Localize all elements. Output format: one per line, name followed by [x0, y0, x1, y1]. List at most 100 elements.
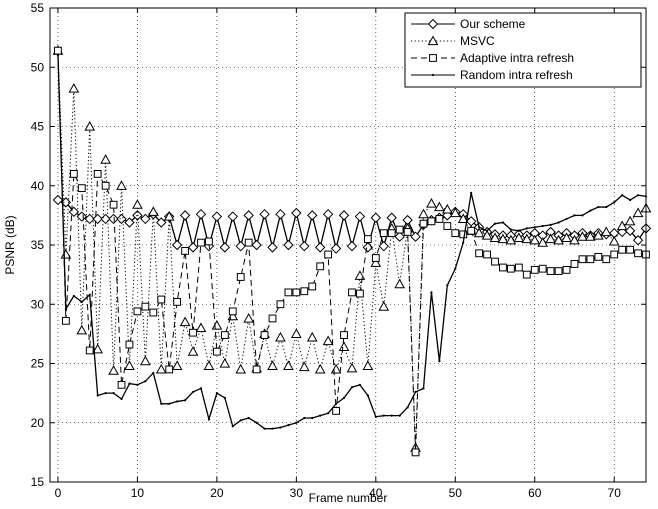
data-point [263, 427, 266, 430]
data-point [616, 220, 628, 231]
data-point [271, 427, 274, 430]
data-point [449, 207, 461, 218]
data-point [366, 394, 369, 397]
data-point [117, 380, 126, 389]
data-point [141, 302, 150, 311]
data-point [602, 255, 611, 264]
data-point [283, 360, 294, 370]
y-tick-label: 55 [31, 1, 45, 15]
data-point [156, 217, 167, 228]
data-point [231, 425, 234, 428]
data-point [585, 231, 596, 241]
series-layer [52, 45, 652, 457]
data-point [554, 267, 563, 275]
data-point [300, 287, 309, 296]
data-point [632, 207, 644, 218]
data-point [481, 229, 493, 240]
data-point [491, 257, 499, 266]
data-point [613, 201, 616, 204]
series-2 [54, 46, 650, 457]
data-point [533, 226, 536, 229]
y-tick-label: 20 [31, 416, 45, 430]
legend-marker [431, 73, 435, 77]
data-point [608, 235, 620, 246]
data-point [632, 235, 644, 246]
legend-marker [429, 54, 437, 62]
data-point [69, 170, 78, 178]
data-point [330, 243, 342, 254]
data-point [235, 363, 247, 374]
data-point [394, 231, 405, 242]
data-point [418, 208, 429, 219]
data-point [54, 46, 62, 55]
data-point [116, 180, 127, 190]
data-point [592, 229, 604, 240]
data-point [132, 210, 143, 221]
data-point [422, 387, 425, 390]
data-point [446, 284, 449, 287]
legend-marker [427, 35, 439, 46]
data-point [411, 448, 420, 457]
data-point [112, 392, 115, 395]
data-point [618, 245, 627, 254]
data-point [319, 414, 322, 417]
data-point [219, 357, 231, 368]
data-point [163, 211, 175, 221]
data-point [327, 412, 330, 415]
data-point [292, 288, 301, 297]
data-point [605, 205, 608, 209]
data-point [467, 226, 476, 235]
data-point [529, 234, 541, 245]
data-point [56, 54, 60, 57]
data-point [363, 235, 372, 243]
data-point [514, 263, 523, 272]
legend-entry: Random intra refresh [460, 68, 573, 82]
data-point [573, 214, 576, 217]
data-point [597, 205, 600, 209]
data-point [589, 209, 592, 212]
data-point [509, 228, 513, 231]
data-point [457, 213, 469, 224]
data-point [371, 254, 380, 262]
data-point [434, 201, 445, 212]
legend-entry: Adaptive intra refresh [460, 51, 574, 65]
data-point [276, 300, 285, 309]
data-point [207, 418, 211, 421]
data-point [362, 360, 374, 370]
data-point [189, 328, 197, 337]
data-point [220, 331, 229, 339]
data-point [621, 194, 624, 197]
data-point [243, 312, 255, 323]
data-point [462, 241, 465, 244]
data-point [165, 365, 174, 374]
data-point [386, 212, 397, 223]
data-point [489, 232, 501, 242]
data-point [553, 234, 564, 245]
data-point [435, 215, 444, 223]
data-point [356, 289, 364, 298]
data-point [211, 211, 223, 222]
x-tick-label: 30 [290, 486, 304, 500]
data-point [370, 257, 382, 267]
data-point [485, 229, 489, 232]
data-point [88, 293, 91, 296]
data-point [176, 400, 179, 403]
data-point [92, 343, 104, 354]
data-point [561, 232, 572, 242]
data-point [549, 223, 552, 226]
data-point [136, 383, 139, 386]
data-point [181, 247, 189, 255]
data-point [128, 382, 131, 385]
data-point [215, 392, 218, 395]
data-point [346, 240, 358, 252]
data-point [565, 217, 568, 221]
data-point [545, 233, 556, 244]
data-point [212, 347, 221, 356]
data-point [228, 307, 237, 316]
data-point [316, 262, 325, 271]
y-tick-label: 15 [31, 475, 45, 489]
data-point [298, 361, 310, 372]
data-point [260, 331, 269, 339]
data-point [124, 217, 135, 228]
data-point [497, 233, 509, 244]
